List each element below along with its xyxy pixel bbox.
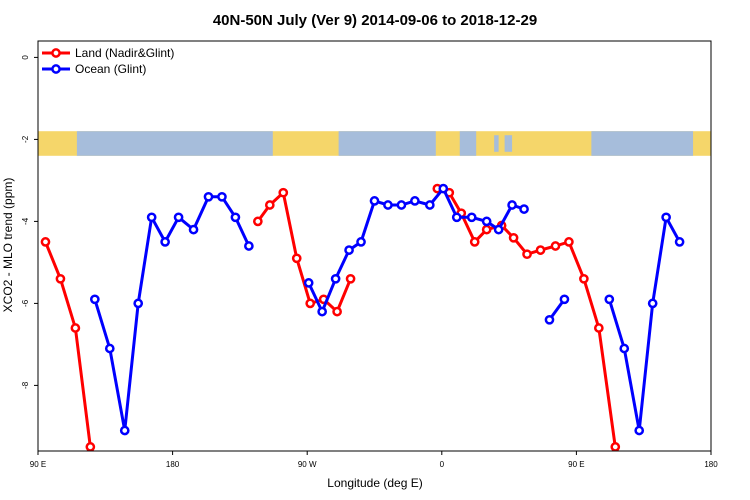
map-inland-water: [494, 135, 499, 152]
x-tick-label: 90 E: [568, 460, 584, 469]
data-point: [173, 212, 184, 223]
data-point: [481, 224, 492, 235]
series-line: [93, 195, 251, 432]
y-tick-label: -8: [21, 381, 30, 389]
data-point: [244, 241, 254, 251]
legend-marker: [51, 48, 61, 58]
data-point: [203, 191, 214, 202]
data-point: [146, 212, 157, 223]
data-point: [303, 278, 314, 288]
plot-frame: [37, 40, 712, 452]
data-point: [278, 187, 289, 198]
x-axis-label: Longitude (deg E): [327, 476, 422, 490]
data-point: [661, 212, 671, 223]
data-point: [317, 306, 328, 317]
data-point: [410, 196, 420, 206]
data-point: [344, 245, 354, 255]
data-point: [330, 273, 341, 284]
data-point: [230, 212, 241, 223]
data-point: [70, 323, 81, 333]
data-point: [647, 298, 658, 309]
data-point: [252, 216, 263, 227]
data-point: [396, 200, 407, 210]
data-point: [469, 237, 480, 247]
data-point: [522, 249, 532, 260]
data-point: [544, 314, 555, 325]
data-point: [332, 306, 342, 317]
y-axis: 0 -2 -4 -6 -8: [21, 55, 38, 389]
data-point: [40, 237, 51, 247]
y-tick-label: -2: [21, 135, 30, 143]
data-point: [264, 200, 275, 210]
data-point: [466, 212, 477, 223]
data-point: [493, 224, 504, 235]
series-line: [436, 187, 617, 448]
data-point: [345, 273, 356, 284]
series-layer: [40, 183, 685, 451]
data-point: [593, 323, 604, 333]
map-inland-water: [507, 135, 513, 152]
data-point: [356, 237, 366, 247]
data-point: [291, 253, 302, 264]
data-point: [579, 273, 589, 284]
legend-label: Ocean (Glint): [75, 62, 146, 76]
data-point: [604, 294, 615, 305]
chart-title: 40N-50N July (Ver 9) 2014-09-06 to 2018-…: [213, 12, 537, 29]
data-point: [133, 298, 144, 309]
series-line: [307, 187, 525, 314]
data-point: [85, 442, 96, 451]
data-point: [55, 273, 66, 284]
data-point: [559, 294, 570, 305]
map-inland-water: [504, 135, 508, 152]
x-tick-label: 180: [704, 460, 718, 469]
x-tick-label: 90 W: [298, 460, 317, 469]
world-map-strip: [38, 131, 711, 156]
series-0: [40, 183, 621, 451]
legend-marker: [51, 64, 61, 74]
data-point: [508, 232, 519, 243]
map-ocean-region: [338, 131, 436, 156]
data-point: [481, 216, 492, 227]
data-point: [634, 425, 645, 436]
data-point: [424, 200, 435, 210]
series-1: [89, 183, 685, 436]
data-point: [535, 245, 546, 255]
x-axis: 90 E 180 90 W 0 90 E 180: [30, 451, 718, 469]
data-point: [674, 237, 685, 247]
series-line: [256, 191, 352, 314]
data-point: [217, 191, 227, 202]
data-point: [564, 237, 574, 247]
map-ocean-region: [591, 131, 694, 156]
data-point: [104, 343, 115, 354]
data-point: [160, 237, 170, 247]
y-tick-label: -6: [21, 299, 30, 307]
data-point: [451, 212, 462, 223]
x-tick-label: 180: [166, 460, 180, 469]
data-point: [519, 204, 529, 214]
data-point: [550, 241, 561, 251]
series-line: [44, 241, 92, 448]
data-point: [383, 200, 393, 210]
legend-label: Land (Nadir&Glint): [75, 46, 174, 60]
data-point: [89, 294, 100, 305]
y-axis-label: XCO2 - MLO trend (ppm): [1, 178, 15, 313]
data-point: [619, 343, 630, 354]
x-tick-label: 90 E: [30, 460, 46, 469]
y-tick-label: 0: [21, 55, 30, 60]
series-line: [607, 215, 681, 432]
data-point: [369, 196, 380, 206]
data-point: [610, 442, 621, 451]
data-point: [119, 425, 130, 436]
x-tick-label: 0: [440, 460, 445, 469]
data-point: [305, 298, 316, 309]
legend: Land (Nadir&Glint) Ocean (Glint): [42, 46, 174, 76]
data-point: [438, 183, 449, 194]
y-tick-label: -4: [21, 217, 30, 225]
data-point: [188, 224, 199, 235]
map-ocean-region: [76, 131, 273, 156]
data-point: [507, 200, 517, 210]
map-ocean-region: [459, 131, 477, 156]
